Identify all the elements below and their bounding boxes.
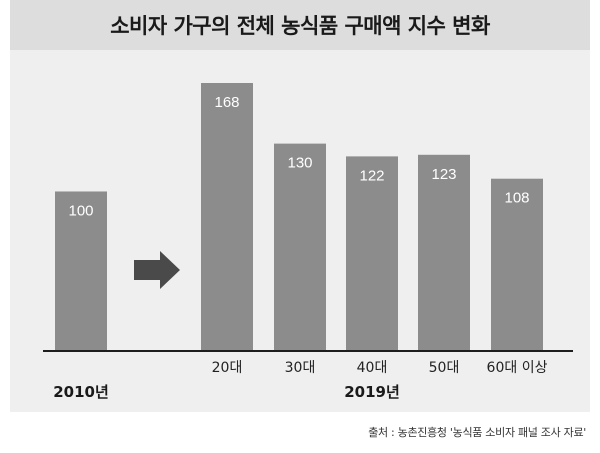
data-label-3: 122 <box>359 167 384 184</box>
bar-chart: 100 168 130 122 123 108 20대 30대 40대 50대 60대 이상 20… <box>43 83 573 401</box>
tick-label-4: 50대 <box>429 360 460 376</box>
chart-title: 소비자 가구의 전체 농식품 구매액 지수 변화 <box>10 0 590 50</box>
bar-2 <box>274 143 326 351</box>
group-label-0: 2010년 <box>53 383 109 401</box>
data-label-1: 168 <box>214 94 239 111</box>
data-label-0: 100 <box>68 202 93 219</box>
tick-label-2: 30대 <box>285 360 316 376</box>
data-label-2: 130 <box>287 155 312 172</box>
bar-0 <box>55 191 107 351</box>
group-label-1: 2019년 <box>344 383 400 401</box>
bar-5 <box>491 178 543 351</box>
source-note: 출처 : 농촌진흥청 '농식품 소비자 패널 조사 자료' <box>368 426 586 439</box>
tick-label-5: 60대 이상 <box>487 360 548 376</box>
tick-label-1: 20대 <box>212 360 243 376</box>
bar-3 <box>346 156 398 351</box>
data-label-5: 108 <box>504 190 529 207</box>
bar-4 <box>418 154 470 351</box>
bar-1 <box>201 83 253 351</box>
tick-label-3: 40대 <box>357 360 388 376</box>
arrow-icon <box>134 251 180 289</box>
data-label-4: 123 <box>431 166 456 183</box>
